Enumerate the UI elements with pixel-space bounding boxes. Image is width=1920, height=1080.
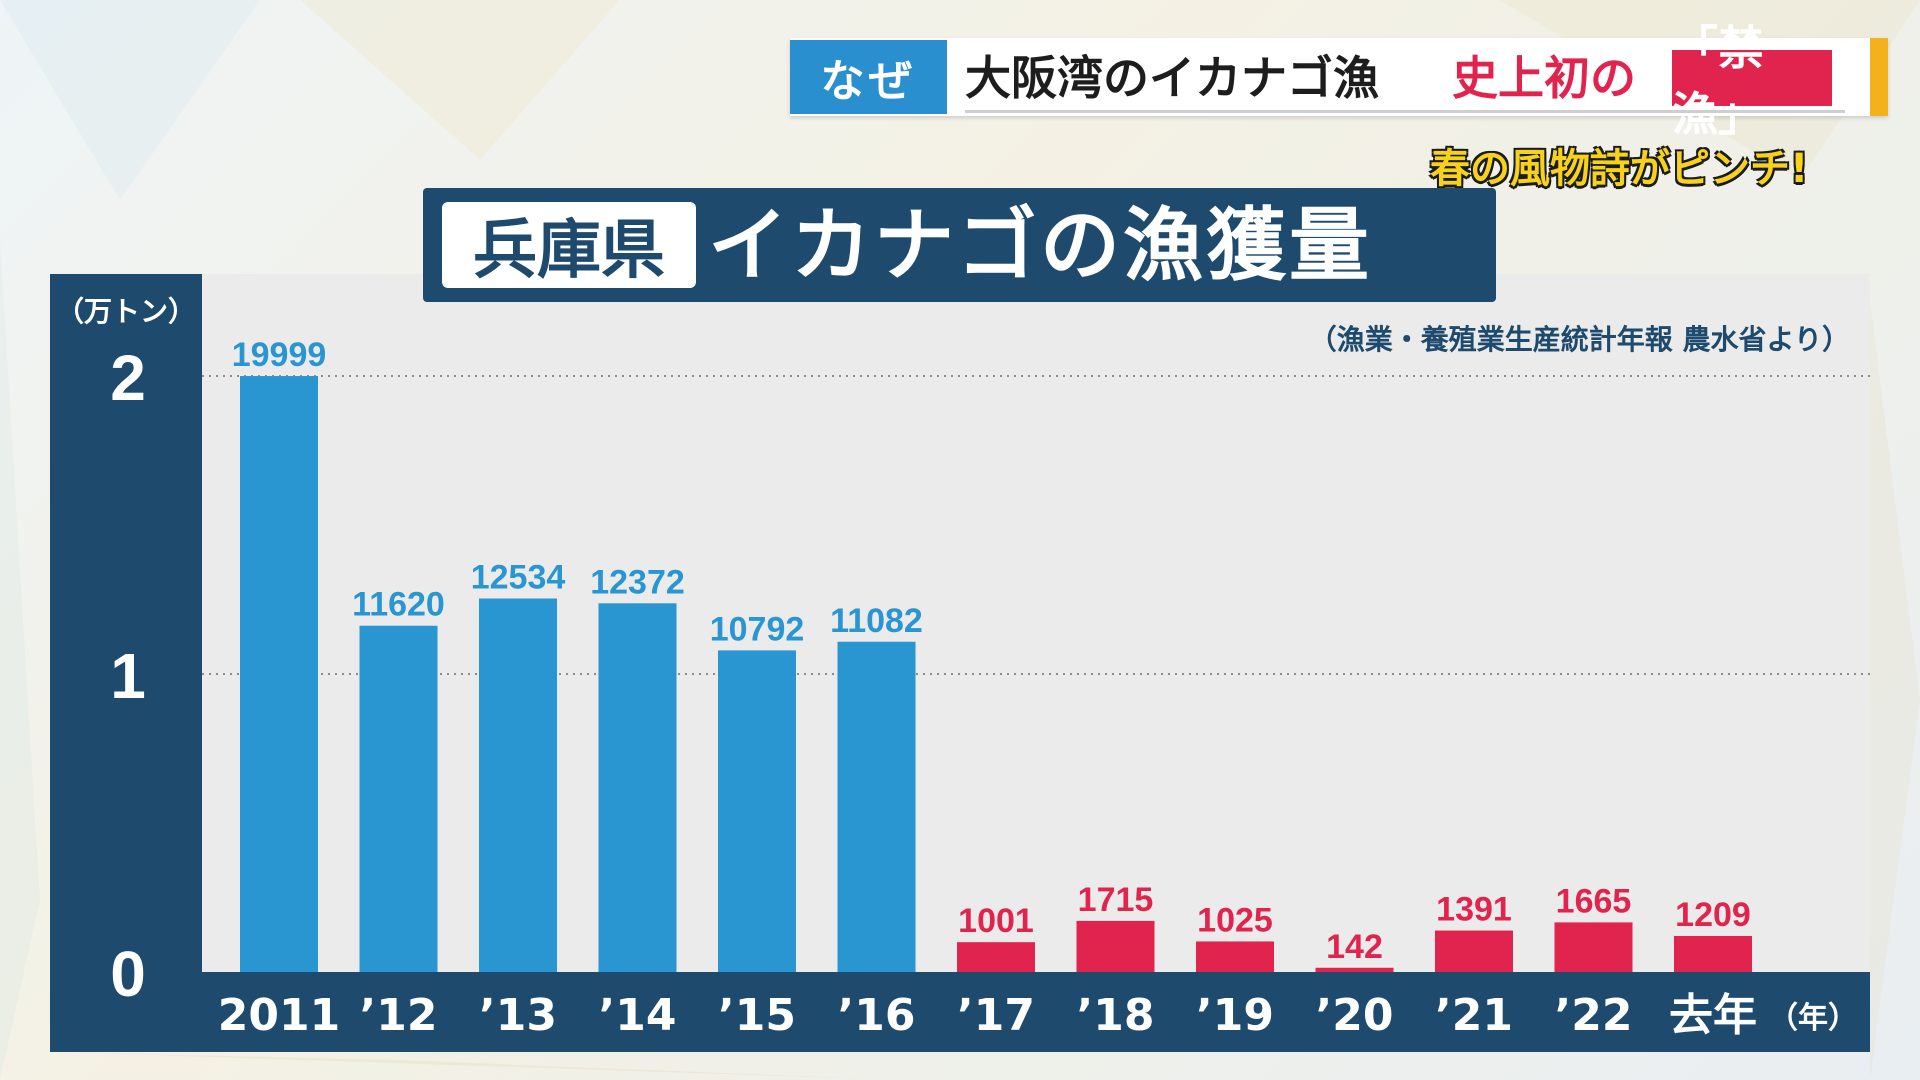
bar (837, 641, 916, 972)
bar (957, 942, 1035, 972)
headline-underline (965, 110, 1845, 113)
chart-title: イカナゴの漁獲量 (708, 199, 1372, 292)
y-tick-label: 0 (110, 938, 146, 1010)
x-axis-unit-label: （年） (1768, 1001, 1858, 1036)
bar-value-label: 12372 (590, 563, 685, 601)
bar-value-label: 1001 (958, 902, 1034, 940)
y-tick-label: 1 (110, 640, 146, 712)
x-tick-label: ’17 (957, 990, 1035, 1041)
chart-title-prefecture: 兵庫県 (442, 202, 696, 288)
subheadline: 春の風物詩がピンチ! (1430, 146, 1809, 192)
bar-value-label: 12534 (471, 558, 566, 596)
bar-value-label: 1391 (1436, 891, 1512, 929)
x-tick-label: ’14 (599, 990, 677, 1041)
bar-value-label: 142 (1326, 928, 1383, 966)
x-tick-label: ’12 (360, 990, 438, 1041)
bar (1554, 922, 1633, 972)
x-tick-label: ’16 (838, 990, 916, 1041)
bar (359, 625, 438, 972)
bar-value-label: 1209 (1675, 896, 1751, 934)
bar-value-label: 19999 (232, 336, 327, 374)
bar (240, 376, 318, 972)
bar (598, 603, 677, 972)
x-tick-label: ’19 (1196, 990, 1274, 1041)
y-axis-band (50, 274, 202, 1052)
bar (1674, 935, 1752, 972)
bar-value-label: 11082 (830, 602, 923, 640)
x-tick-label: 去年 (1669, 990, 1757, 1041)
y-axis-unit-label: （万トン） (55, 295, 196, 328)
bar (1435, 930, 1513, 972)
bar-value-label: 1715 (1078, 881, 1154, 919)
bar-value-label: 1665 (1556, 882, 1632, 920)
bar (479, 598, 557, 972)
x-tick-label: ’18 (1077, 990, 1155, 1041)
bar (1196, 941, 1274, 972)
data-source-note: （漁業・養殖業生産統計年報 農水省より） (1308, 323, 1850, 356)
x-axis-band (50, 972, 1870, 1052)
bar-value-label: 10792 (710, 610, 805, 648)
x-tick-label: ’22 (1555, 990, 1633, 1041)
x-tick-label: ’20 (1316, 990, 1394, 1041)
naze-tag: なぜ (790, 40, 947, 114)
x-tick-label: ’15 (718, 990, 796, 1041)
bar-value-label: 11620 (352, 586, 445, 624)
y-tick-label: 2 (110, 342, 146, 414)
bar (1315, 967, 1394, 972)
x-tick-label: ’13 (479, 990, 557, 1041)
chart-panel (50, 274, 1870, 1052)
x-tick-label: 2011 (218, 990, 340, 1041)
bar (718, 650, 796, 972)
bar-value-label: 1025 (1197, 901, 1273, 939)
bar (1076, 920, 1155, 972)
headline-text: 大阪湾のイカナゴ漁 (965, 51, 1379, 105)
x-tick-label: ’21 (1435, 990, 1513, 1041)
headline-red-text: 史上初の (1452, 51, 1636, 105)
